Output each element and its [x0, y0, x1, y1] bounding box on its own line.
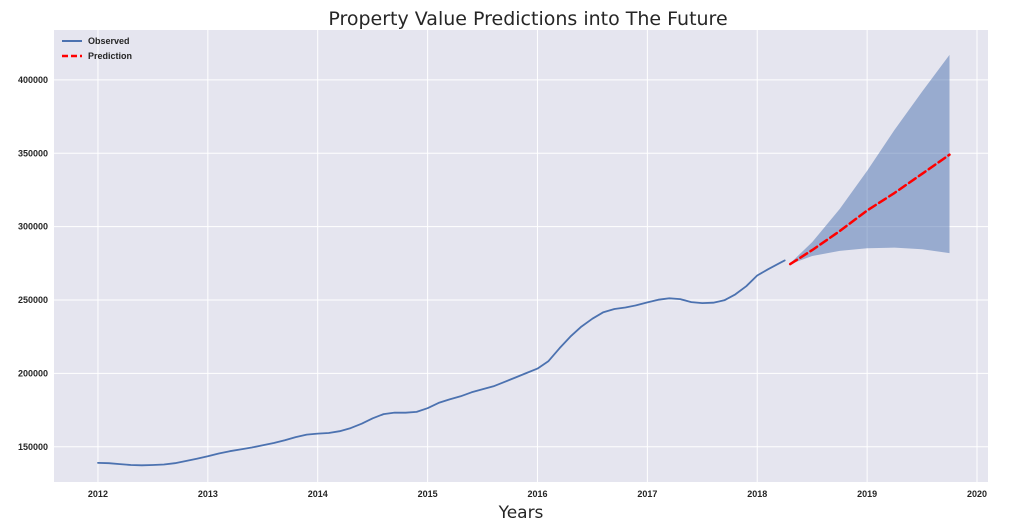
x-tick-label: 2013 [198, 489, 218, 499]
x-tick-label: 2016 [527, 489, 547, 499]
y-tick-label: 350000 [18, 148, 48, 158]
x-tick-label: 2019 [857, 489, 877, 499]
x-axis-ticks: 2012 2013 2014 2015 2016 2017 2018 2019 2020 [88, 489, 987, 499]
x-tick-label: 2017 [637, 489, 657, 499]
plot-background [54, 30, 988, 482]
legend-prediction-label: Prediction [88, 51, 132, 61]
x-axis-label: Years [498, 503, 544, 523]
y-axis-ticks: 150000 200000 250000 300000 350000 400000 [18, 75, 48, 452]
confidence-band [790, 54, 950, 265]
prediction-line [788, 153, 951, 266]
x-tick-label: 2015 [418, 489, 438, 499]
observed-line [97, 259, 786, 467]
x-tick-label: 2014 [308, 489, 328, 499]
series-layer [97, 153, 951, 467]
y-tick-label: 150000 [18, 442, 48, 452]
x-tick-label: 2018 [747, 489, 767, 499]
x-tick-label: 2020 [967, 489, 987, 499]
y-tick-label: 250000 [18, 295, 48, 305]
y-tick-label: 300000 [18, 222, 48, 232]
chart-title: Property Value Predictions into The Futu… [328, 8, 727, 30]
y-tick-label: 400000 [18, 75, 48, 85]
confidence-band-layer [790, 54, 950, 265]
legend-observed-label: Observed [88, 36, 130, 46]
y-tick-label: 200000 [18, 368, 48, 378]
x-tick-label: 2012 [88, 489, 108, 499]
legend: Observed Prediction [62, 36, 132, 61]
